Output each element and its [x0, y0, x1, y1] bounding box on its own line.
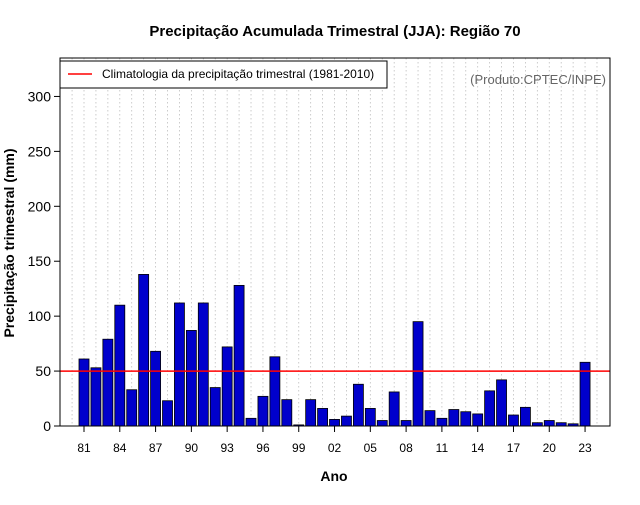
- x-tick-label-2008: 08: [399, 441, 413, 455]
- x-tick-label-1990: 90: [185, 441, 199, 455]
- x-tick-label-1999: 99: [292, 441, 306, 455]
- bar-1984: [114, 304, 126, 427]
- bar-2009: [412, 321, 424, 427]
- legend-box: [59, 60, 388, 89]
- bar-1994: [233, 284, 245, 427]
- bar-2007: [388, 391, 400, 427]
- x-tick-label-1993: 93: [220, 441, 234, 455]
- bar-1996: [257, 395, 269, 427]
- bar-2018: [520, 406, 531, 427]
- y-tick-label-50: 50: [35, 363, 51, 379]
- bar-2005: [364, 408, 376, 427]
- x-tick-label-2023: 23: [578, 441, 592, 455]
- y-tick-label-300: 300: [28, 88, 52, 104]
- bar-1995: [245, 417, 257, 427]
- bar-2020: [543, 420, 555, 427]
- bar-1992: [209, 387, 221, 427]
- y-tick-label-100: 100: [28, 308, 52, 324]
- grid-lines: [71, 58, 598, 426]
- bar-1985: [126, 389, 138, 427]
- bar-2016: [496, 379, 507, 427]
- y-tick-label-250: 250: [28, 143, 52, 159]
- bar-2010: [424, 410, 436, 427]
- x-tick-label-2017: 17: [507, 441, 521, 455]
- bar-1993: [221, 346, 233, 427]
- bar-2008: [400, 420, 412, 427]
- bar-1986: [138, 274, 150, 427]
- bar-1989: [174, 302, 185, 427]
- bar-2000: [305, 399, 317, 427]
- bar-2001: [317, 408, 329, 427]
- bar-1981: [78, 358, 90, 427]
- x-tick-label-2020: 20: [543, 441, 557, 455]
- bar-1997: [269, 356, 281, 427]
- bar-2023: [579, 361, 591, 427]
- bar-1983: [102, 338, 114, 427]
- bar-2012: [448, 409, 460, 427]
- bar-2003: [341, 415, 352, 427]
- x-tick-label-2014: 14: [471, 441, 485, 455]
- bar-2002: [329, 419, 340, 427]
- product-credit: (Produto:CPTEC/INPE): [470, 72, 606, 87]
- bar-1987: [150, 350, 161, 427]
- x-axis-label: Ano: [320, 468, 347, 484]
- x-tick-label-2011: 11: [436, 441, 449, 455]
- y-tick-label-200: 200: [28, 198, 52, 214]
- bar-2017: [508, 414, 519, 427]
- bar-1988: [162, 400, 173, 427]
- chart-title: Precipitação Acumulada Trimestral (JJA):…: [149, 23, 520, 40]
- bar-1991: [197, 302, 209, 427]
- bar-2006: [376, 420, 388, 427]
- bar-2013: [460, 411, 472, 427]
- legend: Climatologia da precipitação trimestral …: [59, 60, 388, 89]
- bars: [78, 274, 591, 427]
- bar-1998: [281, 399, 293, 427]
- y-tick-label-150: 150: [28, 253, 52, 269]
- x-tick-label-1981: 81: [77, 441, 91, 455]
- x-tick-label-1996: 96: [256, 441, 270, 455]
- legend-climatology-label: Climatologia da precipitação trimestral …: [102, 67, 374, 81]
- x-tick-label-1984: 84: [113, 441, 127, 455]
- y-tick-label-0: 0: [43, 418, 51, 434]
- bar-2014: [472, 413, 484, 427]
- x-tick-label-2005: 05: [364, 441, 378, 455]
- y-axis: 0 50 100 150 200 250 300: [28, 88, 60, 434]
- bar-2011: [436, 417, 448, 427]
- y-axis-label: Precipitação trimestral (mm): [1, 148, 17, 337]
- x-axis: 81 84 87 90 93 96 99 02 05 08 11 14 17 20 23: [77, 425, 592, 455]
- bar-1990: [185, 330, 197, 427]
- bar-2015: [484, 390, 496, 427]
- x-tick-label-2002: 02: [328, 441, 342, 455]
- bar-1982: [90, 367, 102, 427]
- bar-2004: [352, 383, 364, 427]
- x-tick-label-1987: 87: [149, 441, 163, 455]
